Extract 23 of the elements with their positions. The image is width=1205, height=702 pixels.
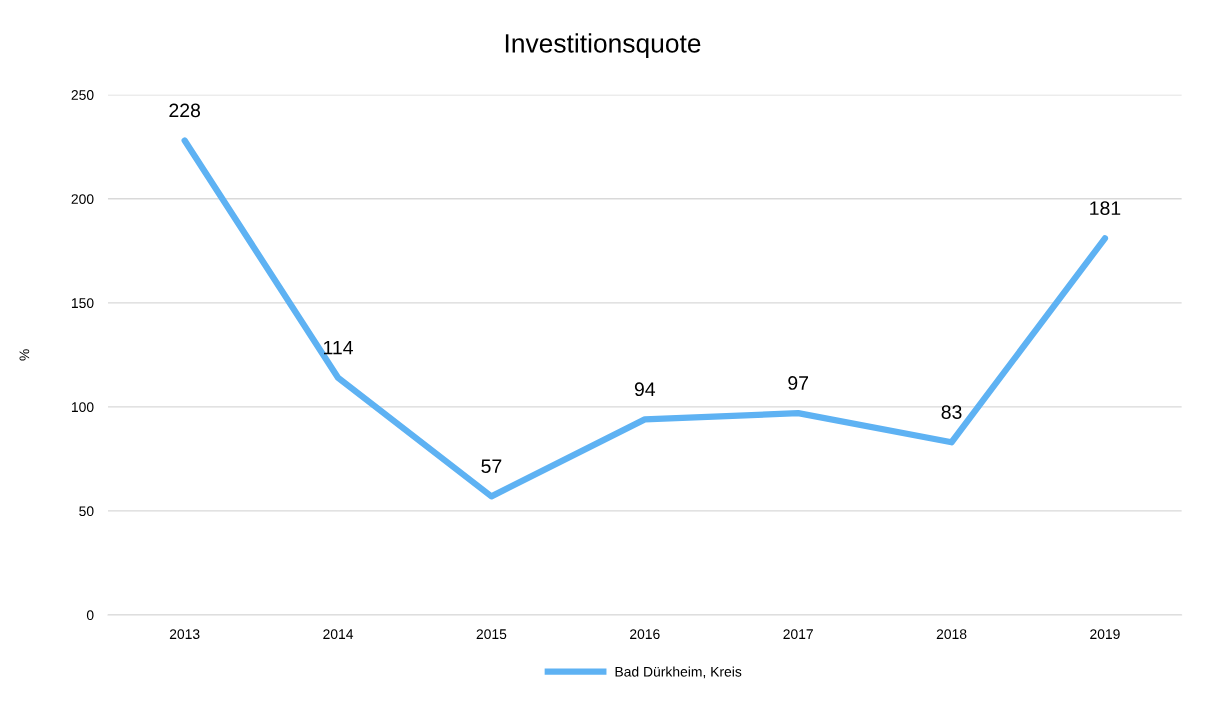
x-tick-label: 2015: [476, 629, 507, 640]
y-tick-label: 200: [71, 194, 94, 204]
y-tick-label: 150: [71, 298, 94, 309]
x-tick-label: 2017: [783, 629, 813, 640]
x-tick-label: 2018: [936, 629, 967, 640]
x-tick-label: 2019: [1090, 629, 1120, 640]
x-tick-label: 2013: [169, 629, 200, 640]
data-label: 83: [941, 405, 962, 419]
x-tick-label: 2016: [630, 629, 660, 640]
data-label: 181: [1090, 201, 1121, 216]
y-tick-label: 100: [71, 402, 94, 413]
y-axis-title: %: [19, 349, 30, 361]
data-label: 114: [324, 340, 353, 355]
chart-title: Investitionsquote: [505, 33, 701, 58]
y-tick-label: 250: [71, 90, 94, 100]
legend-label: Bad Dürkheim, Kreis: [615, 666, 742, 679]
data-label: 97: [788, 376, 809, 390]
y-tick-label: 0: [86, 610, 94, 621]
data-label: 94: [634, 382, 656, 397]
data-label: 57: [481, 459, 502, 474]
x-tick-label: 2014: [323, 629, 354, 640]
y-tick-label: 50: [79, 506, 94, 517]
data-label: 228: [169, 103, 201, 118]
